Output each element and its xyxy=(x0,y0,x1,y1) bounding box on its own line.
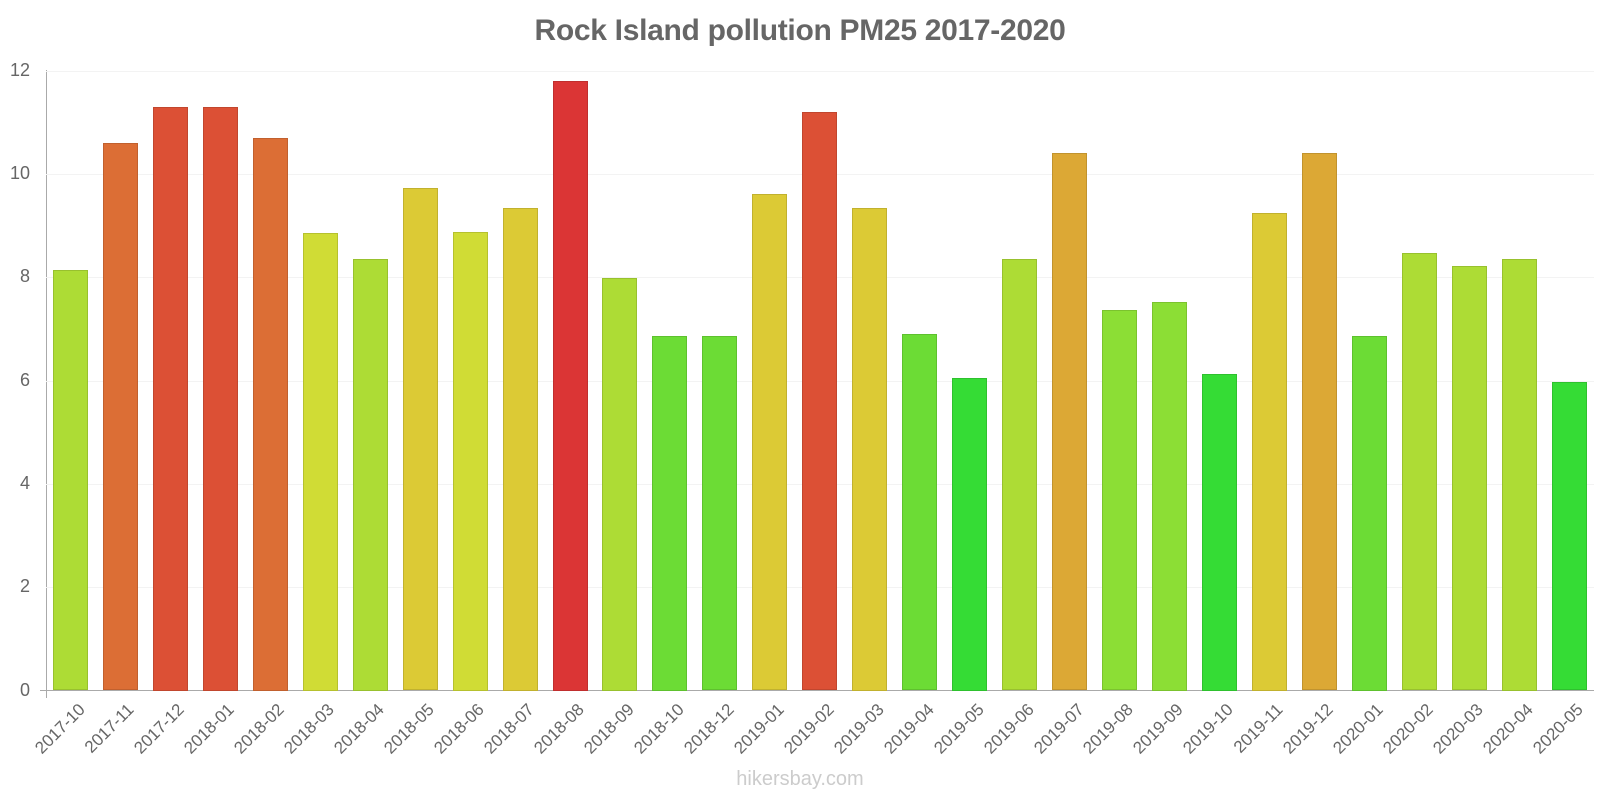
bar[interactable] xyxy=(203,107,238,691)
bar[interactable] xyxy=(902,334,937,690)
bar[interactable] xyxy=(1002,259,1037,690)
bar[interactable] xyxy=(1102,310,1137,690)
x-tick-label: 2020-01 xyxy=(1329,700,1387,758)
bar[interactable] xyxy=(153,107,188,691)
x-tick-label: 2020-02 xyxy=(1379,700,1437,758)
y-tick-label: 8 xyxy=(19,266,30,286)
y-tick-label: 12 xyxy=(9,60,30,80)
bar[interactable] xyxy=(253,138,288,691)
bar[interactable] xyxy=(1202,374,1237,691)
x-tick-label: 2018-02 xyxy=(230,700,288,758)
bar[interactable] xyxy=(852,208,887,691)
bar[interactable] xyxy=(503,208,538,691)
x-tick-label: 2020-05 xyxy=(1529,700,1587,758)
y-tick-label: 10 xyxy=(9,163,30,183)
x-tick-label: 2018-01 xyxy=(180,700,238,758)
bar[interactable] xyxy=(53,270,88,690)
x-tick-label: 2019-04 xyxy=(880,700,938,758)
bar[interactable] xyxy=(952,378,987,691)
bar[interactable] xyxy=(802,112,837,690)
x-tick-label: 2019-09 xyxy=(1129,700,1187,758)
x-tick-label: 2018-10 xyxy=(630,700,688,758)
bar[interactable] xyxy=(702,336,737,690)
x-tick-label: 2019-03 xyxy=(830,700,888,758)
y-tick-label: 0 xyxy=(19,680,30,700)
bar[interactable] xyxy=(1302,153,1337,690)
x-tick-label: 2019-11 xyxy=(1229,700,1287,757)
x-tick-label: 2019-07 xyxy=(1030,700,1088,758)
bar[interactable] xyxy=(553,81,588,691)
x-tick-label: 2017-12 xyxy=(130,700,188,758)
bar[interactable] xyxy=(1452,266,1487,690)
x-tick-label: 2019-06 xyxy=(980,700,1038,758)
x-tick-label: 2019-05 xyxy=(930,700,988,758)
bar[interactable] xyxy=(752,194,787,690)
x-tick-label: 2018-08 xyxy=(530,700,588,758)
y-tick-label: 6 xyxy=(19,370,30,390)
x-tick-label: 2019-12 xyxy=(1279,700,1337,758)
x-tick-label: 2019-10 xyxy=(1179,700,1237,758)
bar[interactable] xyxy=(1502,259,1537,691)
bar[interactable] xyxy=(602,278,637,691)
x-tick-label: 2019-02 xyxy=(780,700,838,758)
x-tick-label: 2019-08 xyxy=(1079,700,1137,758)
bar[interactable] xyxy=(1152,302,1187,691)
x-tick-label: 2018-07 xyxy=(480,700,538,758)
x-tick-label: 2019-01 xyxy=(730,700,788,758)
x-tick-label: 2020-03 xyxy=(1429,700,1487,758)
bar[interactable] xyxy=(353,259,388,691)
bar[interactable] xyxy=(1552,382,1587,690)
x-tick-label: 2018-06 xyxy=(430,700,488,758)
y-axis-line xyxy=(46,70,47,698)
bar[interactable] xyxy=(652,336,687,691)
x-axis-line xyxy=(40,690,1594,691)
y-tick-label: 4 xyxy=(19,473,30,493)
x-tick-label: 2018-05 xyxy=(380,700,438,758)
bar[interactable] xyxy=(1402,253,1437,690)
bar[interactable] xyxy=(403,188,438,690)
bar[interactable] xyxy=(1052,153,1087,690)
gridline xyxy=(46,71,1594,72)
x-tick-label: 2018-04 xyxy=(330,700,388,758)
watermark: hikersbay.com xyxy=(736,768,864,790)
bar[interactable] xyxy=(103,143,138,690)
bar[interactable] xyxy=(1352,336,1387,691)
x-tick-label: 2018-03 xyxy=(280,700,338,758)
x-tick-label: 2018-09 xyxy=(580,700,638,758)
x-tick-label: 2018-12 xyxy=(680,700,738,758)
chart-title: Rock Island pollution PM25 2017-2020 xyxy=(534,14,1066,47)
bar[interactable] xyxy=(303,233,338,691)
bar[interactable] xyxy=(453,232,488,691)
y-tick-label: 2 xyxy=(19,576,30,596)
x-tick-label: 2020-04 xyxy=(1479,700,1537,758)
x-tick-label: 2017-10 xyxy=(31,700,89,758)
bar[interactable] xyxy=(1252,213,1287,691)
x-tick-label: 2017-11 xyxy=(80,700,138,757)
